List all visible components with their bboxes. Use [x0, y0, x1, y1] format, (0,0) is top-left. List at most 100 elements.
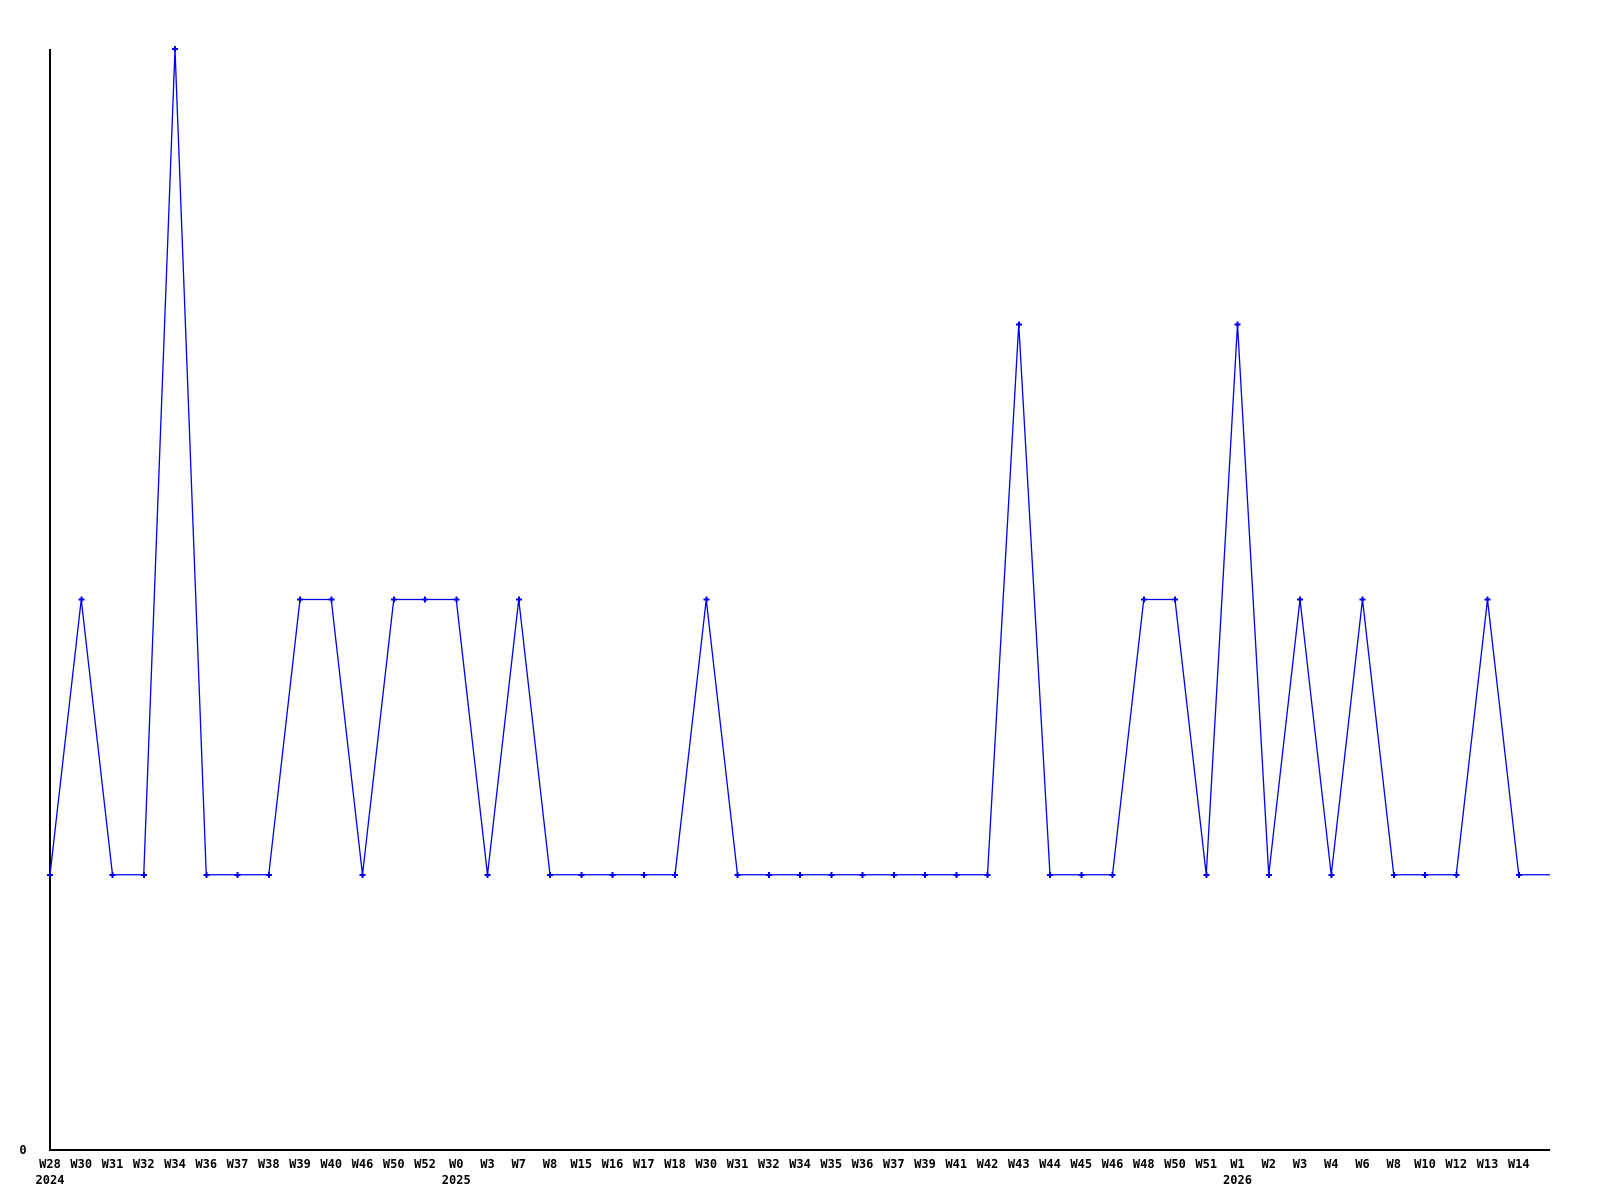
x-tick-label: W30: [70, 1157, 92, 1171]
data-point-marker: [328, 596, 335, 603]
x-tick-label: W0: [449, 1157, 463, 1171]
data-point-marker: [1234, 321, 1241, 328]
data-point-marker: [47, 871, 53, 878]
x-tick-label: W1: [1230, 1157, 1244, 1171]
data-point-marker: [797, 871, 803, 878]
x-tick-label: W36: [195, 1157, 217, 1171]
data-point-marker: [203, 871, 210, 878]
data-point-marker: [1047, 871, 1053, 878]
data-point-marker: [484, 871, 491, 878]
data-point-marker: [953, 871, 960, 878]
data-point-marker: [1109, 871, 1116, 878]
x-tick-label: W14: [1508, 1157, 1530, 1171]
x-tick-label: W15: [570, 1157, 592, 1171]
data-point-marker: [890, 871, 897, 878]
data-point-marker: [1515, 871, 1522, 878]
data-point-marker: [609, 871, 616, 878]
data-point-marker: [297, 596, 303, 603]
year-label: 2024: [36, 1173, 65, 1187]
axes: [49, 49, 1550, 1151]
x-tick-label: W35: [820, 1157, 842, 1171]
x-tick-label: W2: [1262, 1157, 1276, 1171]
x-tick-label: W32: [758, 1157, 780, 1171]
data-point-marker: [515, 596, 522, 603]
x-tick-label: W44: [1039, 1157, 1061, 1171]
data-point-marker: [734, 871, 741, 878]
x-tick-label: W4: [1324, 1157, 1338, 1171]
data-point-marker: [1203, 871, 1210, 878]
y-tick-label: 0: [19, 1143, 26, 1157]
x-tick-label: W46: [352, 1157, 374, 1171]
x-tick-label: W50: [1164, 1157, 1186, 1171]
x-tick-label: W8: [543, 1157, 557, 1171]
x-tick-label: W41: [945, 1157, 967, 1171]
data-line: [49, 48, 1550, 876]
data-point-marker: [984, 871, 991, 878]
x-tick-label: W48: [1133, 1157, 1155, 1171]
data-point-marker: [1390, 871, 1397, 878]
x-tick-label: W39: [289, 1157, 311, 1171]
data-point-marker: [140, 871, 147, 878]
x-tick-label: W28: [39, 1157, 61, 1171]
x-tick-label: W7: [512, 1157, 526, 1171]
year-label: 2026: [1223, 1173, 1252, 1187]
x-tick-label: W10: [1414, 1157, 1436, 1171]
x-tick-label: W43: [1008, 1157, 1030, 1171]
x-tick-label: W39: [914, 1157, 936, 1171]
data-point-marker: [1015, 321, 1022, 328]
data-point-marker: [109, 871, 116, 878]
x-tick-label: W34: [789, 1157, 811, 1171]
data-point-marker: [172, 46, 178, 52]
x-tick-label: W16: [602, 1157, 624, 1171]
data-point-marker: [1265, 871, 1272, 878]
x-tick-label: W50: [383, 1157, 405, 1171]
data-point-marker: [1078, 871, 1085, 878]
year-label: 2025: [442, 1173, 471, 1187]
data-point-marker: [1453, 871, 1460, 878]
x-tick-label: W17: [633, 1157, 655, 1171]
x-tick-label: W32: [133, 1157, 155, 1171]
x-tick-label: W45: [1070, 1157, 1092, 1171]
data-point-marker: [1328, 871, 1335, 878]
data-point-marker: [453, 596, 460, 603]
data-point-marker: [1297, 596, 1303, 603]
data-point-marker: [828, 871, 835, 878]
x-tick-label: W34: [164, 1157, 186, 1171]
x-tick-label: W31: [727, 1157, 749, 1171]
x-tick-label: W51: [1195, 1157, 1217, 1171]
data-point-marker: [422, 596, 428, 603]
x-tick-label: W30: [695, 1157, 717, 1171]
data-point-marker: [765, 871, 772, 878]
x-tick-label: W37: [227, 1157, 249, 1171]
data-point-marker: [359, 871, 366, 878]
x-tick-label: W18: [664, 1157, 686, 1171]
data-point-marker: [78, 596, 85, 603]
x-tick-label: W38: [258, 1157, 280, 1171]
data-point-marker: [1359, 596, 1366, 603]
x-tick-label: W12: [1445, 1157, 1467, 1171]
data-point-marker: [1422, 871, 1428, 878]
x-tick-label: W3: [1293, 1157, 1307, 1171]
x-tick-label: W37: [883, 1157, 905, 1171]
data-point-marker: [640, 871, 647, 878]
x-tick-label: W36: [852, 1157, 874, 1171]
data-point-marker: [922, 871, 928, 878]
data-point-marker: [265, 871, 272, 878]
data-point-marker: [859, 871, 866, 878]
x-tick-label: W42: [977, 1157, 999, 1171]
x-tick-label: W31: [102, 1157, 124, 1171]
data-point-marker: [390, 596, 397, 603]
data-point-marker: [578, 871, 585, 878]
x-tick-label: W46: [1102, 1157, 1124, 1171]
x-tick-label: W6: [1355, 1157, 1369, 1171]
data-point-marker: [1484, 596, 1491, 603]
x-tick-label: W13: [1477, 1157, 1499, 1171]
data-point-marker: [703, 596, 710, 603]
x-tick-label: W52: [414, 1157, 436, 1171]
x-tick-label: W3: [480, 1157, 494, 1171]
x-tick-label: W8: [1387, 1157, 1401, 1171]
data-point-marker: [234, 871, 241, 878]
data-point-marker: [1140, 596, 1147, 603]
